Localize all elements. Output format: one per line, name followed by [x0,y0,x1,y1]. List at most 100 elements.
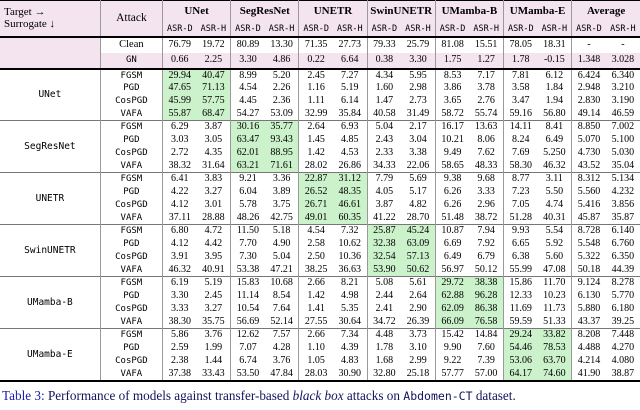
asr-subheader: ASR-H [605,21,640,37]
attack-label: PGD [99,341,163,355]
metric-cell: 4.74 [545,199,564,210]
metric-cell: 37.38 [161,367,197,381]
metric-cell: 8.24 [502,133,538,147]
metric-cell: 2.45 [298,68,333,82]
attack-label: FGSM [99,224,163,238]
metric-cell: 4.83 [341,355,359,366]
metric-cell-highlighted: 71.61 [264,159,299,173]
metric-cell: 54.27 [230,107,265,121]
metric-cell: 78.05 [502,36,538,53]
surrogate-label-unet: UNet [38,89,62,101]
metric-cell: 2.98 [409,82,427,93]
metric-cell: 28.02 [298,159,333,173]
metric-cell: 4.54 [230,81,265,95]
metric-cell-highlighted: 40.47 [196,68,231,82]
metric-cell: 6.340 [611,69,635,81]
metric-cell: 9.124 [571,276,606,290]
metric-cell: 2.17 [409,121,427,133]
metric-cell: 0.66 [161,52,197,69]
metric-cell: -0.15 [537,52,572,69]
metric-cell: 5.560 [571,185,606,199]
surrogate-label-umamba-b: UMamba-B [27,297,73,308]
metric-cell: 1.99 [204,342,223,353]
metric-cell: 1.10 [298,341,333,355]
metric-cell: 3.03 [161,133,197,147]
metric-cell: 48.33 [474,159,498,171]
metric-cell: 2.38 [161,354,197,368]
metric-cell: 57.77 [434,367,470,381]
metric-cell: 5.54 [545,225,564,237]
metric-cell: 6.38 [502,250,538,264]
model-header-umamba-b: UMamba-B [434,0,504,22]
metric-cell: 2.43 [366,133,402,147]
metric-cell: 34.72 [366,315,402,329]
attack-label: PGD [99,133,163,147]
metric-cell: 11.70 [543,277,566,289]
metric-cell-highlighted: 86.38 [469,302,504,316]
metric-cell: 6.760 [611,238,635,249]
metric-cell: 7.34 [341,329,359,341]
metric-cell: 1.16 [298,81,333,95]
metric-cell: 2.73 [409,95,427,106]
metric-cell: 3.36 [272,173,291,185]
metric-cell: 26.86 [338,159,362,171]
metric-cell: 4.35 [204,147,223,158]
metric-cell: 2.76 [477,95,495,106]
metric-cell-highlighted: 30.16 [230,120,265,134]
metric-cell: 55.74 [474,107,498,119]
metric-cell: 1.27 [469,52,504,69]
model-header-umamba-e: UMamba-E [502,0,572,22]
metric-cell: 2.25 [196,52,231,69]
metric-cell: 3.10 [409,342,427,353]
metric-cell: 3.190 [611,95,635,106]
asr-subheader: ASR-D [161,21,197,37]
surrogate-label-unetr: UNETR [35,193,65,204]
metric-cell: 4.232 [611,186,635,197]
metric-cell: 5.92 [545,238,564,249]
metric-cell: 11.14 [230,289,265,303]
metric-cell: 7.79 [366,172,402,186]
metric-cell-highlighted: 47.65 [161,81,197,95]
metric-cell: 5.070 [571,133,606,147]
metric-cell: 1.41 [298,302,333,316]
attack-row: CosPGD 4.12 3.01 5.78 3.75 26.71 46.61 3.87 4.82… [0,198,640,212]
metric-cell: 35.84 [338,107,362,119]
metric-cell: 1.60 [366,81,402,95]
metric-cell: 27.55 [298,315,333,329]
metric-cell: 4.42 [204,238,223,249]
metric-cell: 6.19 [161,276,197,290]
metric-cell: 2.948 [571,81,606,95]
metric-cell: 58.72 [434,107,470,121]
metric-cell-highlighted: 63.70 [537,354,572,368]
metric-cell: 7.39 [477,355,495,366]
subheader-row: ASR-D ASR-H ASR-D ASR-H ASR-D ASR-H ASR-D ASR-H… [0,21,640,37]
attack-label: FGSM [99,328,163,342]
metric-cell: 15.51 [474,39,498,50]
metric-cell: 33.43 [202,367,225,379]
metric-cell: 4.488 [571,341,606,355]
target-arrow-label: Target → [4,6,46,19]
corner-cell: Target → Surrogate ↓ [0,0,101,37]
metric-cell: 6.93 [341,121,359,133]
metric-cell: 4.45 [230,94,265,108]
metric-cell-highlighted: 38.38 [469,276,504,290]
metric-cell: 8.850 [571,120,606,134]
attack-row: PGD 4.12 4.42 7.70 4.90 2.58 10.62 32.38 63.09 6.… [0,237,640,251]
caption-label: Table 3: [2,387,45,403]
metric-cell: 43.37 [571,315,606,329]
attack-row: VAFA 38.32 31.64 63.21 71.61 28.02 26.86 34.33 2… [0,159,640,173]
metric-cell: 6.79 [477,251,495,262]
caption-text-2: attacks on [343,387,404,403]
attack-row: PGD 3.03 3.05 63.47 93.43 1.45 4.85 2.43 3.04 10.… [0,133,640,147]
metric-cell: 80.89 [230,36,265,53]
metric-cell: 3.78 [477,82,495,93]
metric-cell-highlighted: 32.38 [366,237,402,251]
metric-cell: 8.728 [571,224,606,238]
metric-cell: 6.26 [434,185,470,199]
metric-cell: 4.730 [571,146,606,160]
attack-row: VAFA 46.32 40.91 53.38 47.21 38.25 36.63 53.90 5… [0,263,640,277]
metric-cell: 2.66 [298,328,333,342]
metric-cell: 7.94 [477,225,495,237]
metric-cell: 6.350 [611,251,635,262]
surrogate-label-segresnet: SegResNet [24,141,76,152]
